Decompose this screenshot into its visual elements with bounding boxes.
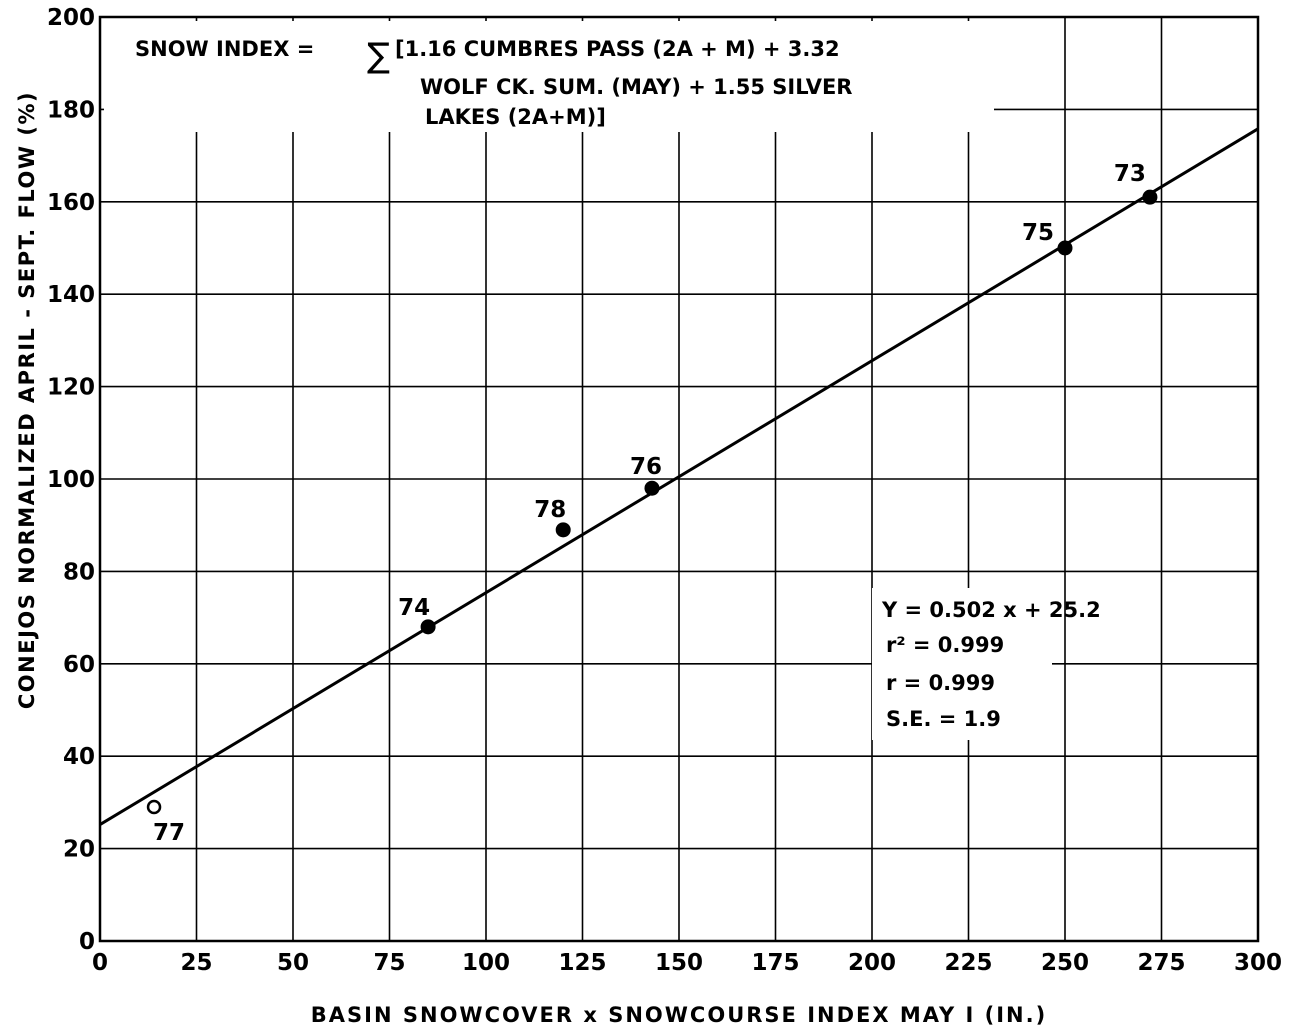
data-label-77: 77	[153, 820, 185, 846]
data-point-74	[420, 619, 436, 635]
data-points: 77 74 78 76 75 73	[146, 161, 1158, 846]
data-label-75: 75	[1022, 220, 1054, 246]
y-tick-label: 160	[47, 190, 95, 216]
x-axis-title: BASIN SNOWCOVER x SNOWCOURSE INDEX MAY I…	[311, 1003, 1047, 1027]
x-tick-label: 100	[462, 950, 510, 976]
y-tick-label: 140	[47, 282, 95, 308]
plot-frame	[98, 15, 1260, 943]
r-value: r = 0.999	[886, 671, 995, 695]
data-point-78	[555, 522, 571, 538]
snow-index-box	[104, 21, 994, 132]
x-tick-labels: 0 25 50 75 100 125 150 175 200 225 250 275 300	[92, 950, 1282, 976]
stats-box	[872, 588, 1052, 740]
y-tick-label: 40	[63, 744, 95, 770]
x-tick-label: 125	[558, 950, 606, 976]
sigma-symbol: ∑	[367, 36, 390, 76]
data-label-74: 74	[398, 595, 430, 621]
r-squared: r² = 0.999	[886, 633, 1004, 657]
y-tick-label: 120	[47, 375, 95, 401]
x-tick-label: 0	[92, 950, 108, 976]
grid-lines	[100, 17, 1258, 941]
data-label-73: 73	[1114, 161, 1146, 187]
x-tick-label: 250	[1041, 950, 1089, 976]
x-tick-label: 275	[1137, 950, 1185, 976]
data-point-75	[1057, 240, 1073, 256]
y-tick-label: 80	[63, 559, 95, 585]
x-tick-label: 200	[848, 950, 896, 976]
regression-equation: Y = 0.502 x + 25.2	[881, 598, 1101, 622]
x-tick-label: 75	[373, 950, 405, 976]
data-label-76: 76	[630, 454, 662, 480]
snow-index-prefix: SNOW INDEX =	[135, 37, 314, 61]
y-tick-label: 20	[63, 837, 95, 863]
x-tick-label: 225	[944, 950, 992, 976]
data-point-77	[146, 799, 162, 815]
y-tick-label: 100	[47, 467, 95, 493]
x-tick-label: 25	[180, 950, 212, 976]
standard-error: S.E. = 1.9	[886, 707, 1001, 731]
y-tick-labels: 0 20 40 60 80 100 120 140 160 180 200	[47, 5, 95, 955]
y-tick-label: 0	[79, 929, 95, 955]
y-tick-label: 60	[63, 652, 95, 678]
x-tick-label: 50	[277, 950, 309, 976]
data-label-78: 78	[534, 497, 566, 523]
x-tick-label: 175	[751, 950, 799, 976]
x-tick-label: 300	[1234, 950, 1282, 976]
snow-index-line-2: WOLF CK. SUM. (MAY) + 1.55 SILVER	[420, 75, 852, 99]
data-point-73	[1142, 189, 1158, 205]
data-point-76	[644, 480, 660, 496]
x-tick-label: 150	[655, 950, 703, 976]
y-tick-label: 180	[47, 97, 95, 123]
y-tick-label: 200	[47, 5, 95, 31]
snow-index-line-1: [1.16 CUMBRES PASS (2A + M) + 3.32	[395, 37, 840, 61]
y-axis-title: CONEJOS NORMALIZED APRIL - SEPT. FLOW (%…	[15, 91, 39, 709]
snow-index-line-3: LAKES (2A+M)]	[425, 105, 606, 129]
